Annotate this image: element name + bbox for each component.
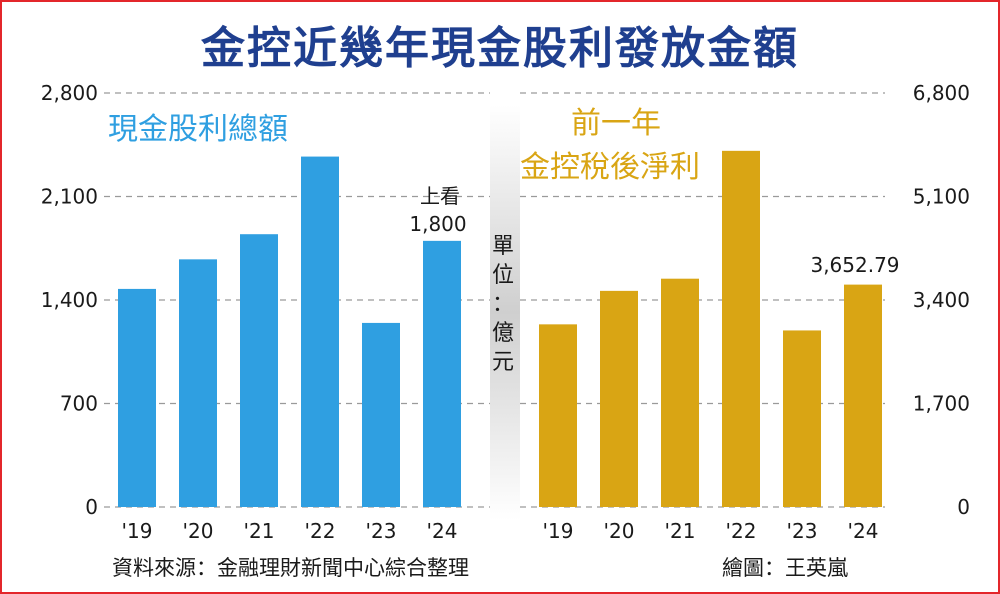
unit-char-1: 單 [492, 234, 514, 259]
left-x-tick-label: '22 [305, 519, 336, 543]
left-series-label: 現金股利總額 [108, 112, 288, 147]
left-bar-23 [362, 322, 400, 507]
source-note: 資料來源：金融理財新聞中心綜合整理 [112, 556, 469, 580]
left-y-tick-label: 2,100 [41, 185, 98, 209]
right-x-tick-label: '22 [726, 519, 757, 543]
right-x-tick-label: '24 [848, 519, 879, 543]
right-bar-20 [600, 290, 638, 507]
left-bar-21 [240, 234, 278, 508]
panel-divider [490, 105, 520, 520]
unit-char-4: 億 [492, 321, 514, 346]
left-y-tick-label: 2,800 [41, 81, 98, 105]
left-bar-24 [423, 240, 461, 507]
right-y-ticks: 6,800 5,100 3,400 1,700 0 [913, 81, 970, 519]
left-bars [118, 156, 461, 508]
unit-char-2: 位 [492, 263, 514, 288]
right-bar-24 [844, 284, 882, 507]
left-y-tick-label: 0 [85, 495, 98, 519]
left-x-tick-label: '20 [183, 519, 214, 543]
annotation-left-line2: 1,800 [409, 212, 466, 236]
right-x-tick-label: '23 [787, 519, 818, 543]
left-x-tick-label: '24 [427, 519, 458, 543]
left-y-tick-label: 1,400 [41, 288, 98, 312]
right-x-tick-label: '20 [604, 519, 635, 543]
right-x-ticks: '19 '20 '21 '22 '23 '24 [543, 519, 879, 543]
left-x-tick-label: '23 [366, 519, 397, 543]
right-y-tick-label: 3,400 [913, 288, 970, 312]
right-series-label-line2: 金控稅後淨利 [520, 150, 700, 185]
unit-label: 單 位 ： 億 元 [492, 234, 514, 375]
unit-char-5: 元 [492, 350, 514, 375]
chart-title: 金控近幾年現金股利發放金額 [201, 23, 799, 74]
right-series-label-line1: 前一年 [571, 106, 661, 141]
right-bar-22 [722, 150, 760, 507]
left-bar-20 [179, 259, 217, 507]
right-gridlines [520, 92, 885, 508]
right-y-tick-label: 5,100 [913, 185, 970, 209]
left-y-tick-label: 700 [60, 392, 98, 416]
left-bar-22 [301, 156, 339, 508]
right-bar-21 [661, 278, 699, 507]
annotation-right: 3,652.79 [810, 253, 899, 277]
right-bar-19 [539, 324, 577, 507]
left-bar-19 [118, 288, 156, 507]
left-y-ticks: 2,800 2,100 1,400 700 0 [41, 81, 98, 519]
right-bars [539, 150, 882, 507]
right-x-tick-label: '21 [665, 519, 696, 543]
credit-note: 繪圖：王英嵐 [722, 556, 848, 580]
left-x-ticks: '19 '20 '21 '22 '23 '24 [122, 519, 458, 543]
left-x-tick-label: '21 [244, 519, 275, 543]
unit-char-3: ： [492, 292, 514, 317]
right-y-tick-label: 0 [957, 495, 970, 519]
right-y-tick-label: 1,700 [913, 392, 970, 416]
annotation-left-line1: 上看 [420, 184, 460, 208]
right-y-tick-label: 6,800 [913, 81, 970, 105]
right-bar-23 [783, 330, 821, 507]
right-x-tick-label: '19 [543, 519, 574, 543]
left-x-tick-label: '19 [122, 519, 153, 543]
